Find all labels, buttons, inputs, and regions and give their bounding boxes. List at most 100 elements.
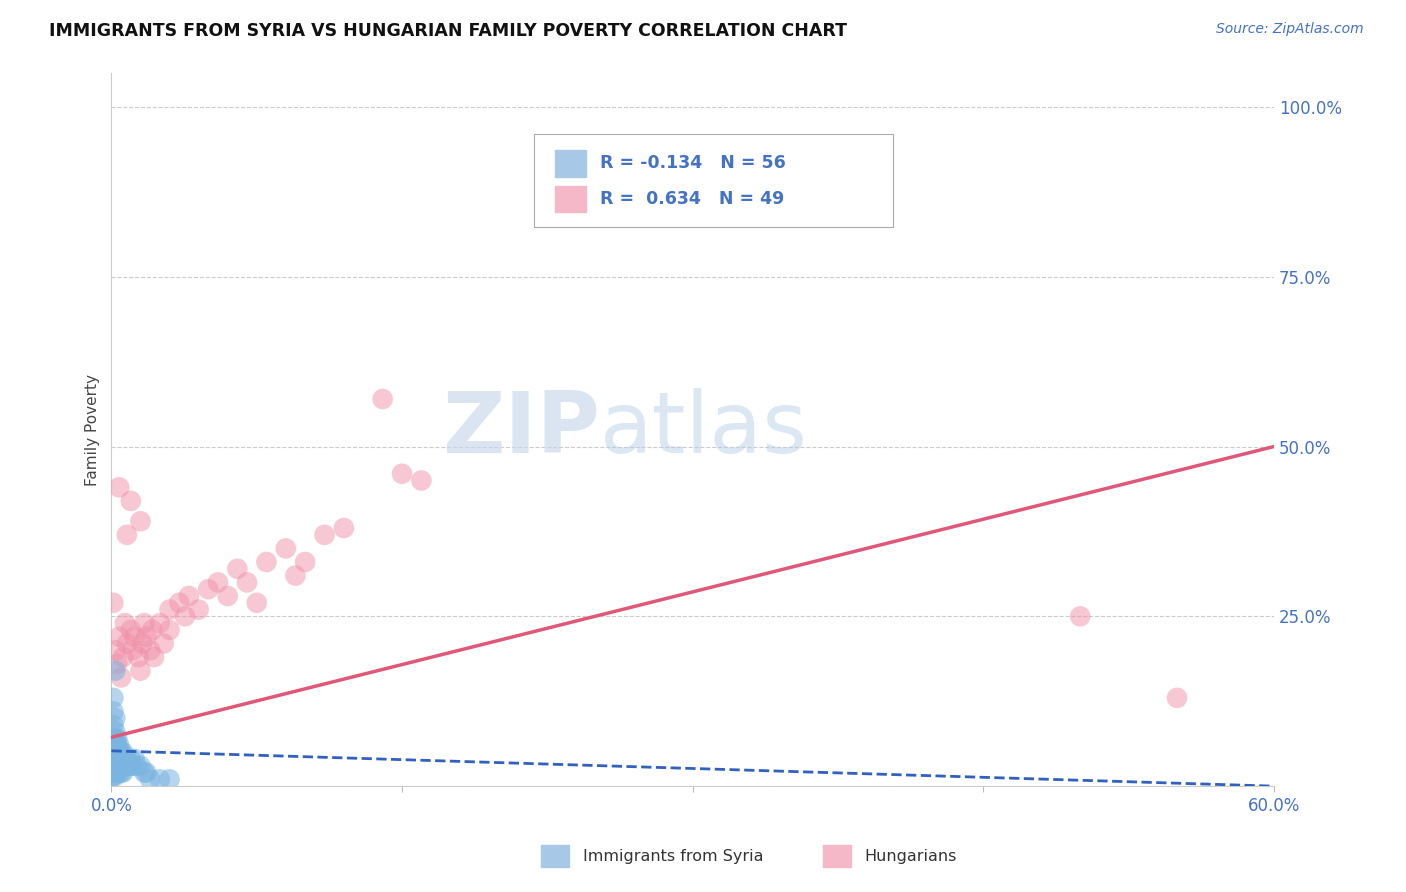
Point [104, 758, 127, 772]
Point [135, 765, 157, 780]
Point [108, 745, 131, 759]
Point [108, 739, 131, 753]
Point [207, 575, 229, 590]
Point [105, 731, 128, 746]
Point [284, 568, 307, 582]
Point [152, 636, 174, 650]
Text: Hungarians: Hungarians [865, 849, 957, 863]
Point [129, 758, 152, 772]
Point [110, 758, 132, 772]
Point [129, 514, 152, 528]
Point [112, 752, 135, 766]
Point [108, 758, 131, 772]
Point [110, 670, 132, 684]
Point [112, 758, 135, 772]
Point [314, 528, 336, 542]
Point [105, 657, 128, 671]
Point [197, 582, 219, 597]
Point [120, 623, 142, 637]
Point [159, 772, 181, 787]
Point [125, 758, 148, 772]
Point [105, 739, 128, 753]
Point [103, 752, 125, 766]
Point [115, 636, 138, 650]
Point [105, 745, 128, 759]
Point [217, 589, 239, 603]
Point [120, 494, 142, 508]
Point [104, 643, 127, 657]
Point [124, 630, 146, 644]
Point [114, 758, 136, 772]
Point [103, 769, 125, 783]
Point [103, 705, 125, 719]
Point [139, 643, 162, 657]
Point [121, 643, 143, 657]
Point [131, 636, 153, 650]
Point [254, 555, 277, 569]
Point [143, 650, 166, 665]
Point [114, 616, 136, 631]
Point [103, 731, 125, 746]
Point [115, 528, 138, 542]
Point [120, 758, 142, 772]
Point [105, 752, 128, 766]
Point [333, 521, 356, 535]
Point [104, 765, 127, 780]
Point [149, 772, 172, 787]
Point [174, 609, 197, 624]
Point [187, 602, 209, 616]
Point [104, 745, 127, 759]
Point [108, 480, 131, 494]
Point [103, 690, 125, 705]
Point [105, 758, 128, 772]
Point [108, 765, 131, 780]
Point [103, 745, 125, 759]
Point [391, 467, 413, 481]
Point [167, 596, 190, 610]
Point [110, 752, 132, 766]
Point [103, 718, 125, 732]
Text: Source: ZipAtlas.com: Source: ZipAtlas.com [1216, 22, 1364, 37]
Point [104, 769, 127, 783]
Point [112, 650, 135, 665]
Point [135, 630, 157, 644]
Point [112, 765, 135, 780]
Point [104, 731, 127, 746]
Point [105, 765, 128, 780]
Point [120, 752, 142, 766]
Point [108, 752, 131, 766]
Point [1069, 609, 1091, 624]
Point [159, 623, 181, 637]
Point [121, 758, 143, 772]
Point [246, 596, 269, 610]
Y-axis label: Family Poverty: Family Poverty [86, 374, 100, 485]
Point [294, 555, 316, 569]
Point [112, 745, 135, 759]
Point [1166, 690, 1188, 705]
Point [105, 762, 128, 776]
Point [114, 752, 136, 766]
Point [110, 765, 132, 780]
Point [411, 474, 433, 488]
Point [134, 616, 156, 631]
Point [115, 752, 138, 766]
Point [103, 758, 125, 772]
Point [103, 596, 125, 610]
Point [108, 630, 131, 644]
Text: atlas: atlas [600, 388, 807, 471]
Point [371, 392, 394, 406]
Point [103, 769, 125, 783]
Text: R = -0.134   N = 56: R = -0.134 N = 56 [600, 154, 786, 172]
Point [104, 724, 127, 739]
Point [104, 711, 127, 725]
Text: ZIP: ZIP [441, 388, 600, 471]
Point [103, 762, 125, 776]
Point [177, 589, 200, 603]
Point [128, 650, 150, 665]
Point [139, 772, 162, 787]
Point [115, 758, 138, 772]
Point [141, 623, 163, 637]
Text: IMMIGRANTS FROM SYRIA VS HUNGARIAN FAMILY POVERTY CORRELATION CHART: IMMIGRANTS FROM SYRIA VS HUNGARIAN FAMIL… [49, 22, 848, 40]
Point [104, 739, 127, 753]
Point [104, 752, 127, 766]
